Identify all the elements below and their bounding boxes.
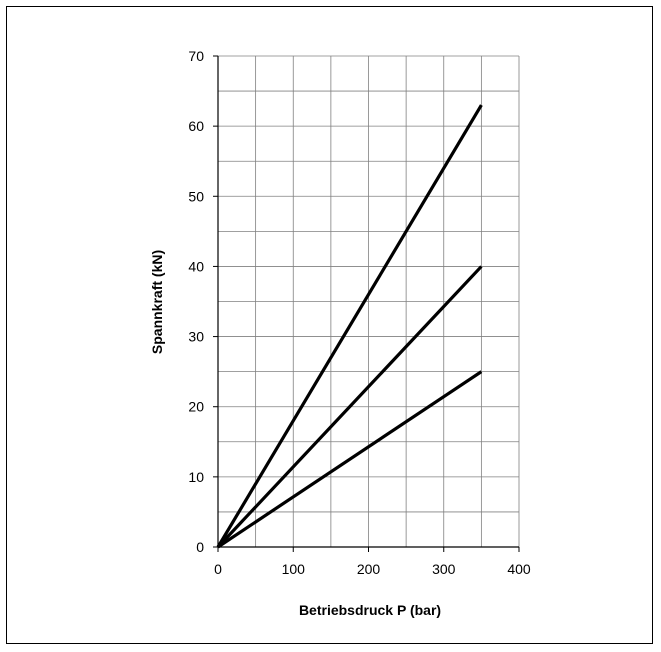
grid — [218, 55, 520, 547]
y-axis-title: Spannkraft (kN) — [149, 250, 165, 354]
x-axis-title: Betriebsdruck P (bar) — [299, 602, 441, 618]
x-tick-label: 300 — [432, 561, 456, 577]
y-tick-labels: 0 10 20 30 40 50 60 70 — [188, 48, 204, 555]
axes — [213, 55, 520, 552]
x-tick-label: 100 — [282, 561, 306, 577]
chart-frame — [6, 6, 653, 644]
series — [216, 104, 483, 549]
y-tick-label: 0 — [196, 539, 204, 555]
y-tick-label: 10 — [188, 469, 204, 485]
y-tick-label: 30 — [188, 329, 204, 345]
y-tick-label: 50 — [188, 188, 204, 204]
x-tick-label: 200 — [357, 561, 381, 577]
x-tick-label: 0 — [214, 561, 222, 577]
x-tick-labels: 0 100 200 300 400 — [214, 561, 531, 577]
y-tick-label: 20 — [188, 399, 204, 415]
series-line-2 — [216, 265, 483, 549]
series-line-3 — [217, 370, 483, 549]
x-tick-label: 400 — [507, 561, 531, 577]
y-tick-label: 60 — [188, 118, 204, 134]
series-line-1 — [216, 104, 483, 548]
y-tick-label: 70 — [188, 48, 204, 64]
y-tick-label: 40 — [188, 258, 204, 274]
